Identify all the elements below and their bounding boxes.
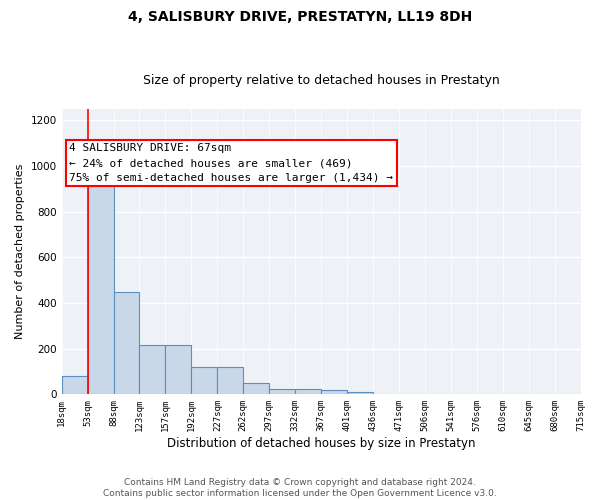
Bar [191,367,217,394]
Bar [113,292,139,395]
Bar [295,390,321,394]
Title: Size of property relative to detached houses in Prestatyn: Size of property relative to detached ho… [143,74,499,87]
Bar [62,376,88,394]
X-axis label: Distribution of detached houses by size in Prestatyn: Distribution of detached houses by size … [167,437,475,450]
Bar [347,392,373,394]
Bar [217,367,243,394]
Bar [139,346,166,395]
Bar [88,172,113,394]
Bar [243,384,269,394]
Text: Contains HM Land Registry data © Crown copyright and database right 2024.
Contai: Contains HM Land Registry data © Crown c… [103,478,497,498]
Bar [321,390,347,394]
Text: 4, SALISBURY DRIVE, PRESTATYN, LL19 8DH: 4, SALISBURY DRIVE, PRESTATYN, LL19 8DH [128,10,472,24]
Y-axis label: Number of detached properties: Number of detached properties [15,164,25,340]
Bar [269,388,295,394]
Text: 4 SALISBURY DRIVE: 67sqm
← 24% of detached houses are smaller (469)
75% of semi-: 4 SALISBURY DRIVE: 67sqm ← 24% of detach… [70,143,394,183]
Bar [166,346,191,395]
